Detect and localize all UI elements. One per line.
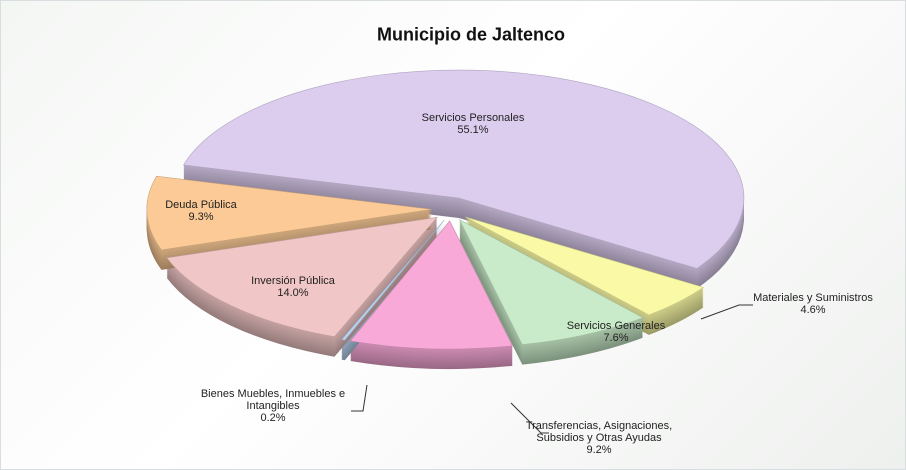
category-label: Deuda Pública <box>165 199 237 211</box>
slice <box>349 220 513 350</box>
value-label: 4.6% <box>800 304 826 316</box>
slice-label: Deuda Pública 9.3% <box>141 199 261 223</box>
leader-line <box>510 402 549 434</box>
slice <box>458 219 644 345</box>
slice-label: Servicios Personales 55.1% <box>373 112 573 136</box>
slice-label: Servicios Generales 7.6% <box>546 320 686 344</box>
slice <box>465 216 705 316</box>
slice-label: Bienes Muebles, Inmuebles e Intangibles 0… <box>198 388 348 424</box>
value-label: 7.6% <box>603 332 629 344</box>
slice-label: Materiales y Suministros 4.6% <box>738 292 888 316</box>
leader-line <box>351 384 368 412</box>
value-label: 9.3% <box>188 211 214 223</box>
category-label: Transferencias, Asignaciones, Subsidios … <box>525 420 673 444</box>
category-label: Servicios Generales <box>566 320 666 332</box>
category-label: Servicios Personales <box>421 112 525 124</box>
category-label: Inversión Pública <box>251 275 335 287</box>
value-label: 0.2% <box>260 412 286 424</box>
slice <box>340 220 445 341</box>
leader-line <box>700 304 753 320</box>
chart-title: Municipio de Jaltenco <box>376 24 566 45</box>
slice-label: Transferencias, Asignaciones, Subsidios … <box>514 420 684 456</box>
value-label: 9.2% <box>586 444 612 456</box>
slice <box>166 216 438 338</box>
value-label: 14.0% <box>277 287 309 299</box>
slice <box>146 175 432 251</box>
value-label: 55.1% <box>457 124 489 136</box>
slice-label: Inversión Pública 14.0% <box>223 275 363 299</box>
slice <box>183 69 745 269</box>
category-label: Bienes Muebles, Inmuebles e Intangibles <box>200 388 346 412</box>
category-label: Materiales y Suministros <box>753 292 873 304</box>
